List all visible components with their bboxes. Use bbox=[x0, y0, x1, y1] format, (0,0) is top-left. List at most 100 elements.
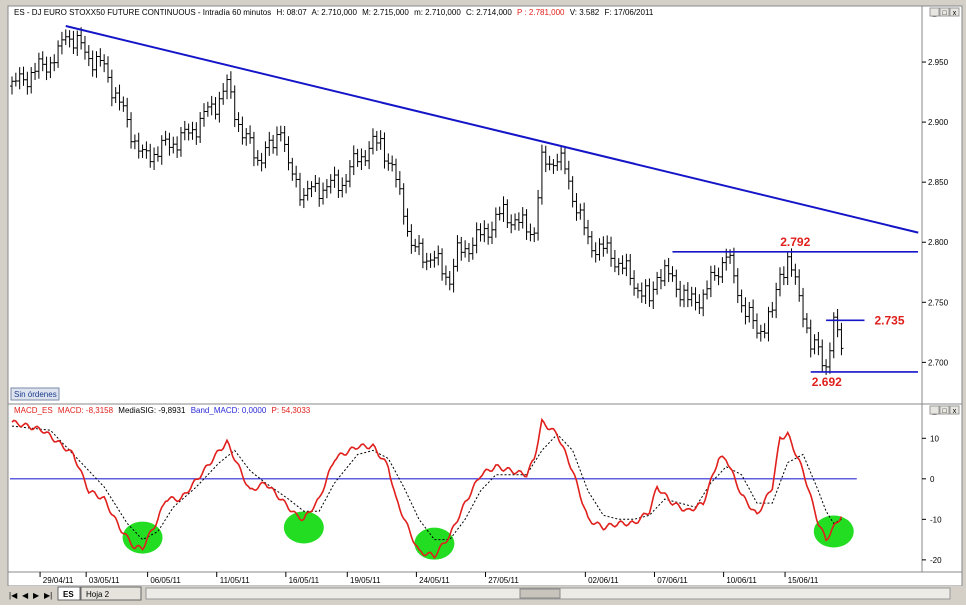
price-bar bbox=[551, 159, 556, 174]
price-bar bbox=[163, 130, 168, 146]
price-bar bbox=[71, 30, 76, 55]
price-bar bbox=[601, 236, 606, 257]
trendline bbox=[65, 25, 919, 234]
macd-axis-ticks: 10 0 -10 -20 bbox=[922, 434, 942, 565]
price-bar bbox=[321, 182, 326, 205]
price-bar bbox=[835, 308, 840, 338]
macd-lines bbox=[10, 417, 857, 560]
price-bar bbox=[470, 237, 475, 260]
price-bar bbox=[370, 128, 375, 155]
price-bar bbox=[286, 136, 291, 171]
tab-es[interactable]: ES bbox=[57, 586, 81, 601]
price-bar bbox=[82, 35, 87, 60]
price-bar bbox=[716, 267, 721, 286]
price-bar bbox=[662, 259, 667, 287]
price-bar bbox=[271, 134, 276, 154]
svg-text:_: _ bbox=[932, 408, 937, 415]
nav-first-button[interactable]: |◀ bbox=[9, 591, 18, 600]
price-bars bbox=[10, 27, 844, 375]
nav-next-button[interactable]: ▶ bbox=[33, 591, 40, 600]
price-bar bbox=[178, 126, 183, 157]
price-bar bbox=[274, 126, 279, 156]
price-bar bbox=[424, 252, 429, 271]
level-label: 2.735 bbox=[874, 313, 904, 327]
price-bar bbox=[44, 56, 49, 81]
price-bar bbox=[543, 145, 548, 173]
price-bar bbox=[359, 148, 364, 171]
price-bar bbox=[305, 180, 310, 201]
price-bar bbox=[701, 289, 706, 317]
macd-close-button[interactable]: x bbox=[949, 405, 960, 415]
svg-text:x: x bbox=[953, 10, 957, 17]
price-bar bbox=[459, 236, 464, 261]
price-bar bbox=[708, 265, 713, 298]
svg-text:Hoja 2: Hoja 2 bbox=[86, 590, 110, 599]
price-bar bbox=[129, 112, 134, 149]
level-label: 2.792 bbox=[780, 235, 810, 249]
price-tick-label: 2.900 bbox=[928, 118, 949, 127]
price-bar bbox=[347, 160, 352, 188]
price-bar bbox=[689, 286, 694, 307]
price-bar bbox=[98, 48, 103, 67]
svg-text:□: □ bbox=[942, 408, 947, 415]
orders-button[interactable]: Sin órdenes bbox=[10, 387, 60, 401]
macd-maximize-button[interactable]: □ bbox=[939, 405, 950, 415]
price-bar bbox=[789, 248, 794, 277]
price-bar bbox=[225, 74, 230, 100]
price-axis-pane bbox=[921, 5, 963, 405]
price-bar bbox=[86, 45, 91, 67]
price-bar bbox=[202, 103, 206, 127]
price-bar bbox=[705, 280, 710, 300]
price-bar bbox=[378, 130, 383, 150]
price-bar bbox=[820, 339, 825, 372]
price-bar bbox=[386, 153, 391, 171]
price-bar bbox=[747, 301, 752, 323]
price-bar bbox=[589, 231, 594, 258]
macd-pane-controls: _ □ x bbox=[929, 405, 960, 415]
price-bar bbox=[770, 301, 775, 318]
price-bar bbox=[190, 121, 195, 140]
date-tick-label: 06/05/11 bbox=[150, 576, 181, 585]
price-bar bbox=[474, 222, 479, 254]
date-tick-label: 07/06/11 bbox=[657, 576, 688, 585]
price-bar bbox=[432, 250, 437, 268]
price-bar bbox=[497, 206, 502, 221]
close-button[interactable]: x bbox=[949, 7, 960, 17]
price-bar bbox=[562, 146, 567, 175]
price-bar bbox=[175, 136, 180, 158]
price-bar bbox=[29, 67, 34, 94]
price-header: ES - DJ EURO STOXX50 FUTURE CONTINUOUS -… bbox=[14, 8, 654, 17]
nav-prev-button[interactable]: ◀ bbox=[22, 591, 29, 600]
price-bar bbox=[259, 152, 264, 172]
price-bar bbox=[816, 331, 821, 356]
scrollbar-thumb[interactable] bbox=[519, 588, 561, 599]
nav-last-button[interactable]: ▶| bbox=[44, 591, 52, 600]
price-bar bbox=[670, 266, 675, 282]
macd-minimize-button[interactable]: _ bbox=[929, 405, 940, 415]
date-tick-label: 27/05/11 bbox=[488, 576, 519, 585]
price-bar bbox=[67, 30, 72, 48]
price-bar bbox=[121, 96, 126, 112]
price-bar bbox=[390, 155, 395, 172]
price-bar bbox=[440, 248, 445, 281]
svg-text:Sin órdenes: Sin órdenes bbox=[14, 390, 57, 399]
date-tick-label: 11/05/11 bbox=[220, 576, 251, 585]
price-bar bbox=[198, 112, 203, 143]
price-bar bbox=[536, 189, 541, 241]
price-bar bbox=[217, 91, 222, 123]
price-bar bbox=[451, 258, 456, 293]
price-bar bbox=[355, 148, 360, 167]
price-bar bbox=[113, 87, 118, 104]
price-bar bbox=[697, 294, 702, 314]
tab-hoja-2[interactable]: Hoja 2 bbox=[80, 586, 142, 601]
price-bar bbox=[52, 54, 57, 72]
minimize-button[interactable]: _ bbox=[929, 7, 940, 17]
maximize-button[interactable]: □ bbox=[939, 7, 950, 17]
price-bar bbox=[509, 214, 514, 234]
price-bar bbox=[394, 158, 398, 188]
price-bar bbox=[586, 219, 590, 245]
price-bar bbox=[513, 213, 518, 231]
price-bar bbox=[436, 245, 441, 266]
